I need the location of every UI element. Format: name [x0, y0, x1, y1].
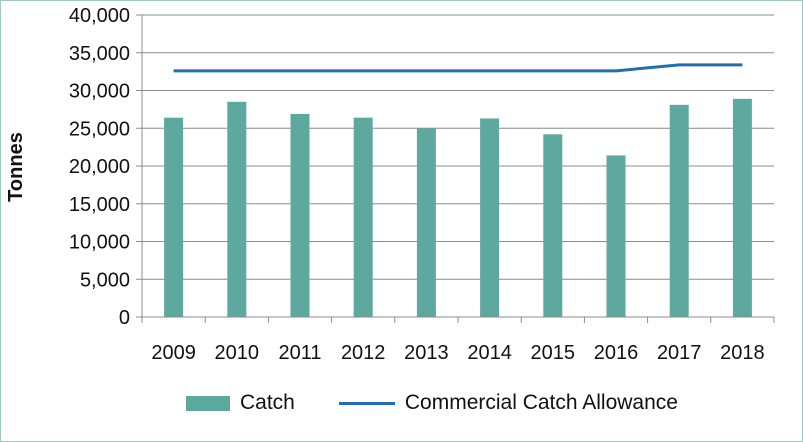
bar-catch-2015: [543, 134, 563, 317]
bar-catch-2011: [290, 113, 310, 317]
x-tick-label: 2017: [657, 342, 702, 364]
x-tick-label: 2015: [531, 342, 576, 364]
allowance-line-layer: [173, 63, 743, 73]
bar-catch-2014: [480, 118, 500, 317]
legend-item-catch: Catch: [186, 391, 295, 415]
bar-catch-2012: [353, 117, 373, 318]
bar-catch-2010: [227, 101, 247, 317]
y-tick-label: 25,000: [69, 118, 130, 140]
y-tick-label: 15,000: [69, 194, 130, 216]
legend-label-catch: Catch: [240, 391, 295, 414]
bar-catch-2018: [732, 98, 752, 318]
legend: Catch Commercial Catch Allowance: [186, 388, 678, 418]
bar-catch-2009: [164, 117, 184, 318]
x-tick-label: 2011: [278, 342, 321, 364]
x-tick-label: 2012: [341, 342, 386, 364]
y-tick-labels: 0 5,000 10,000 15,000 20,000 25,000 30,000 35,0…: [69, 5, 130, 329]
y-axis-title: Tonnes: [5, 132, 27, 202]
x-tick-label: 2010: [215, 342, 260, 364]
gridlines: [142, 14, 774, 280]
legend-item-allowance: Commercial Catch Allowance: [338, 391, 678, 415]
bar-catch-2013: [416, 128, 436, 317]
legend-label-allowance: Commercial Catch Allowance: [404, 391, 678, 414]
y-tick-label: 40,000: [69, 5, 130, 27]
legend-swatch-catch: [186, 395, 230, 411]
y-tick-label: 30,000: [69, 81, 130, 103]
y-tick-label: 0: [119, 307, 130, 329]
x-tick-label: 2014: [467, 342, 512, 364]
line-commercial-catch-allowance: [173, 63, 743, 73]
x-tick-label: 2013: [404, 342, 449, 364]
bar-catch-2017: [669, 104, 689, 317]
y-tick-label: 35,000: [69, 43, 130, 65]
legend-swatch-allowance: [338, 401, 395, 405]
x-tick-labels: 2009 2010 2011 2012 2013 2014 2015 2016 2017 2018: [151, 342, 764, 364]
x-tick-label: 2016: [594, 342, 639, 364]
y-tick-label: 20,000: [69, 156, 130, 178]
y-tick-label: 5,000: [80, 269, 130, 291]
axes: [136, 14, 775, 323]
x-tick-label: 2018: [720, 342, 765, 364]
catch-bars: [164, 98, 752, 318]
x-tick-label: 2009: [151, 342, 196, 364]
y-tick-label: 10,000: [69, 232, 130, 254]
bar-catch-2016: [606, 155, 626, 317]
